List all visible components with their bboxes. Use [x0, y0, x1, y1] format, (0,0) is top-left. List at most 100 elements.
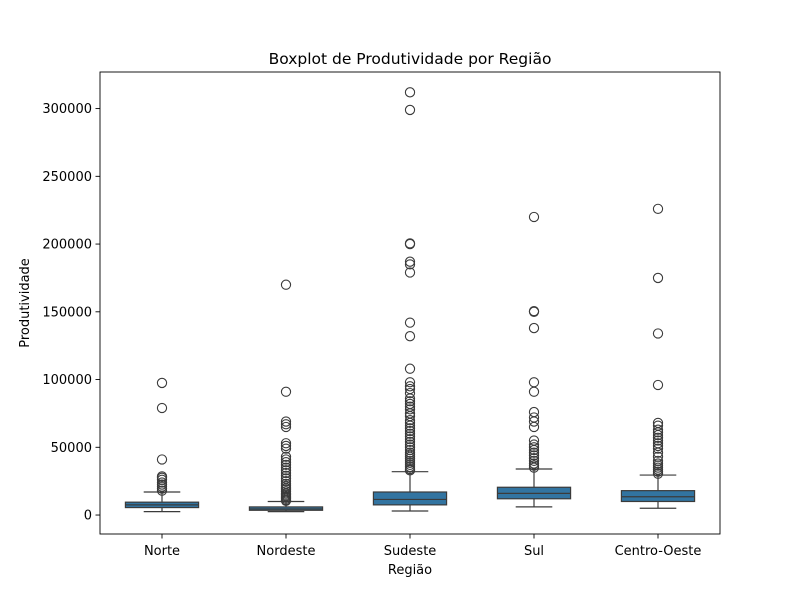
outlier-point: [404, 383, 416, 395]
outlier-point: [280, 416, 292, 427]
outlier-point: [404, 434, 416, 445]
outlier-point: [280, 470, 292, 481]
outlier-point: [528, 450, 540, 461]
box-group-sul: [496, 211, 572, 508]
outlier-point: [404, 404, 416, 415]
x-tick-label: Nordeste: [257, 544, 316, 559]
box-iqr: [620, 490, 696, 503]
outlier-point: [404, 396, 416, 407]
outlier-point: [528, 458, 540, 469]
y-tick-label: 0: [84, 509, 92, 524]
y-tick-label: 300000: [42, 102, 92, 117]
outlier-point: [404, 381, 416, 392]
outlier-point: [156, 471, 168, 482]
y-axis: 0 50000 100000 150000 200000 250000 300000: [42, 102, 100, 524]
outlier-point: [528, 322, 540, 334]
outlier-point: [404, 415, 416, 426]
outlier-point: [404, 256, 416, 267]
outlier-point: [156, 454, 168, 465]
outlier-point: [404, 439, 416, 450]
outlier-point: [652, 432, 664, 443]
outlier-point: [528, 421, 540, 433]
y-tick-label: 200000: [42, 238, 92, 253]
outlier-point: [528, 406, 540, 418]
outlier-point: [528, 452, 540, 464]
outlier-point: [528, 435, 540, 446]
outlier-point: [280, 421, 292, 433]
outlier-point: [280, 440, 292, 452]
outlier-point: [280, 467, 292, 479]
outlier-point: [404, 431, 416, 442]
y-tick-label: 50000: [51, 441, 92, 456]
chart-title: Boxplot de Produtividade por Região: [269, 50, 552, 68]
outlier-point: [652, 203, 664, 214]
outlier-point: [404, 401, 416, 412]
box-group-nordeste: [248, 279, 324, 513]
outlier-point: [652, 458, 664, 469]
outlier-point: [404, 428, 416, 439]
outlier-point: [280, 457, 292, 468]
outlier-point: [652, 443, 664, 454]
outlier-point: [156, 402, 168, 414]
box-group-centro-oeste: [620, 203, 696, 509]
outlier-point: [528, 412, 540, 423]
outlier-point: [404, 423, 416, 434]
outlier-point: [652, 438, 664, 449]
outlier-point: [404, 363, 416, 374]
outlier-point: [528, 211, 540, 223]
outlier-point: [404, 425, 416, 437]
x-axis-title: Região: [388, 563, 432, 578]
y-tick-label: 100000: [42, 373, 92, 388]
outlier-point: [280, 386, 292, 397]
outlier-point: [652, 435, 664, 446]
box-group-sudeste: [372, 87, 448, 512]
outlier-point: [404, 387, 416, 399]
outlier-point: [528, 305, 540, 317]
box-group-norte: [124, 377, 200, 513]
outlier-point: [280, 279, 292, 290]
outlier-point: [280, 454, 292, 465]
outlier-point: [528, 439, 540, 450]
outlier-point: [280, 438, 292, 449]
outlier-point: [156, 477, 168, 488]
outlier-point: [528, 442, 540, 453]
x-tick-label: Sudeste: [384, 544, 437, 559]
outlier-point: [528, 377, 540, 388]
box-iqr: [372, 491, 448, 506]
outlier-point: [528, 386, 540, 397]
y-tick-label: 250000: [42, 170, 92, 185]
plot-layer: [124, 87, 696, 513]
outlier-point: [404, 436, 416, 448]
outlier-point: [404, 317, 416, 328]
outlier-point: [280, 443, 292, 454]
y-tick-label: 150000: [42, 305, 92, 320]
outlier-point: [404, 331, 416, 342]
outlier-point: [528, 447, 540, 458]
outlier-point: [280, 478, 292, 490]
outlier-point: [652, 272, 664, 284]
outlier-point: [652, 417, 664, 429]
outlier-point: [280, 462, 292, 473]
outlier-point: [404, 238, 416, 249]
outlier-point: [280, 465, 292, 476]
outlier-point: [404, 442, 416, 453]
outlier-point: [652, 420, 664, 431]
outlier-point: [652, 440, 664, 452]
x-tick-label: Sul: [524, 544, 544, 559]
x-axis: Norte Nordeste Sudeste Sul Centro-Oeste: [144, 534, 701, 559]
outlier-point: [528, 455, 540, 466]
outlier-point: [652, 451, 664, 462]
outlier-point: [652, 424, 664, 435]
outlier-point: [280, 476, 292, 487]
outlier-point: [404, 447, 416, 458]
outlier-point: [404, 398, 416, 410]
outlier-point: [280, 459, 292, 471]
outlier-point: [156, 377, 168, 389]
y-axis-title: Produtividade: [18, 258, 33, 348]
outlier-point: [280, 419, 292, 430]
x-tick-label: Norte: [144, 544, 180, 559]
outlier-point: [404, 104, 416, 116]
outlier-point: [652, 379, 664, 391]
